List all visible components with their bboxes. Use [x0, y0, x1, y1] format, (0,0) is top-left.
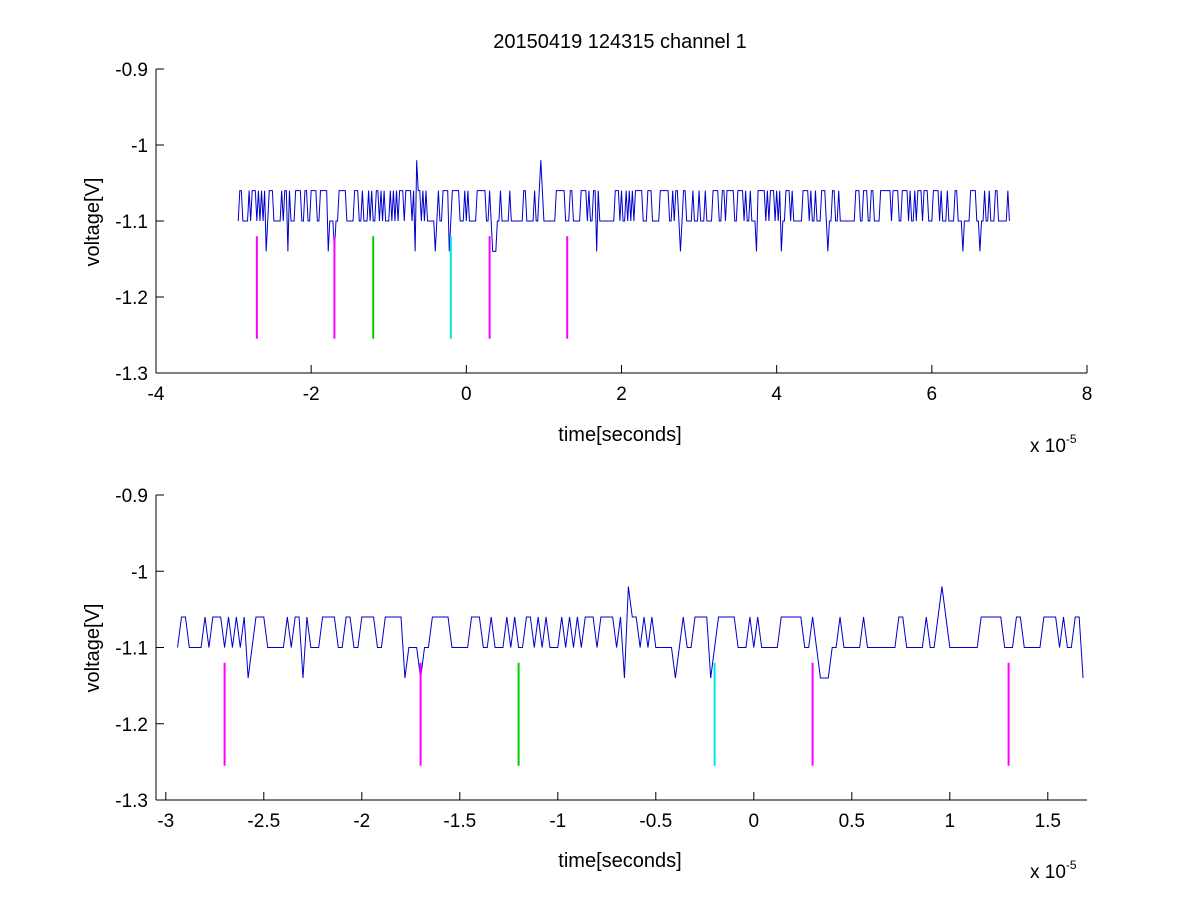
axes-bottom: -3 -2.5 -2 -1.5 -1 -0.5 0 0.5 1 1.5 -1.3 -1.2 -1.1 -1… — [115, 486, 1087, 832]
y-tick-label: -0.9 — [115, 60, 148, 81]
subplot-top: 20150419 124315 channel 1 -4 -2 0 2 4 6 8-1.3-… — [82, 31, 1092, 457]
x-tick-label: 6 — [927, 384, 938, 405]
signal-series-line — [237, 160, 1010, 252]
x-tick-label: 8 — [1082, 384, 1093, 405]
x-tick-label: 4 — [771, 384, 782, 405]
x-tick-label: -0.5 — [639, 811, 672, 832]
x-exponent: -5 — [1066, 432, 1077, 446]
x-exponent-label: x 10-5 — [1030, 432, 1077, 457]
x-exponent-base: x 10 — [1030, 436, 1066, 457]
x-axis-label: time[seconds] — [558, 850, 681, 872]
x-tick-label: 0.5 — [839, 811, 865, 832]
x-tick-label: 2 — [616, 384, 627, 405]
y-tick-label: -1.1 — [115, 639, 148, 660]
x-exponent-base: x 10 — [1030, 862, 1066, 883]
y-tick-label: -1 — [131, 562, 148, 583]
x-tick-label: 0 — [461, 384, 472, 405]
x-tick-label: -3 — [157, 811, 174, 832]
x-tick-label: -2.5 — [247, 811, 280, 832]
y-tick-label: -1.2 — [115, 715, 148, 736]
y-axis-label: voltage[V] — [82, 178, 104, 267]
y-axis-label: voltage[V] — [82, 604, 104, 693]
axes-top: -4 -2 0 2 4 6 8 -1.3 -1.2 -1.1 -1 -0.9 — [115, 60, 1092, 405]
y-tick-label: -1 — [131, 136, 148, 157]
x-tick-label: -2 — [303, 384, 320, 405]
y-tick-label: -1.3 — [115, 364, 148, 385]
x-tick-label: 0 — [749, 811, 760, 832]
chart-title: 20150419 124315 channel 1 — [493, 31, 747, 53]
y-tick-label: -0.9 — [115, 486, 148, 507]
x-tick-label: -2 — [353, 811, 370, 832]
y-tick-label: -1.2 — [115, 288, 148, 309]
subplot-bottom: -3 -2.5 -2 -1.5 -1 -0.5 0 0.5 1 1.5 -1.3 -1.2 -1.1 -1… — [82, 486, 1087, 883]
x-tick-label: 1.5 — [1035, 811, 1061, 832]
x-tick-label: 1 — [945, 811, 956, 832]
x-tick-label: -1 — [549, 811, 566, 832]
x-exponent-label: x 10-5 — [1030, 858, 1077, 883]
x-tick-label: -1.5 — [443, 811, 476, 832]
x-axis-label: time[seconds] — [558, 424, 681, 446]
x-tick-label: -4 — [148, 384, 165, 405]
y-tick-label: -1.1 — [115, 212, 148, 233]
y-tick-label: -1.3 — [115, 791, 148, 812]
x-exponent: -5 — [1066, 858, 1077, 872]
signal-series-line — [177, 586, 1084, 679]
